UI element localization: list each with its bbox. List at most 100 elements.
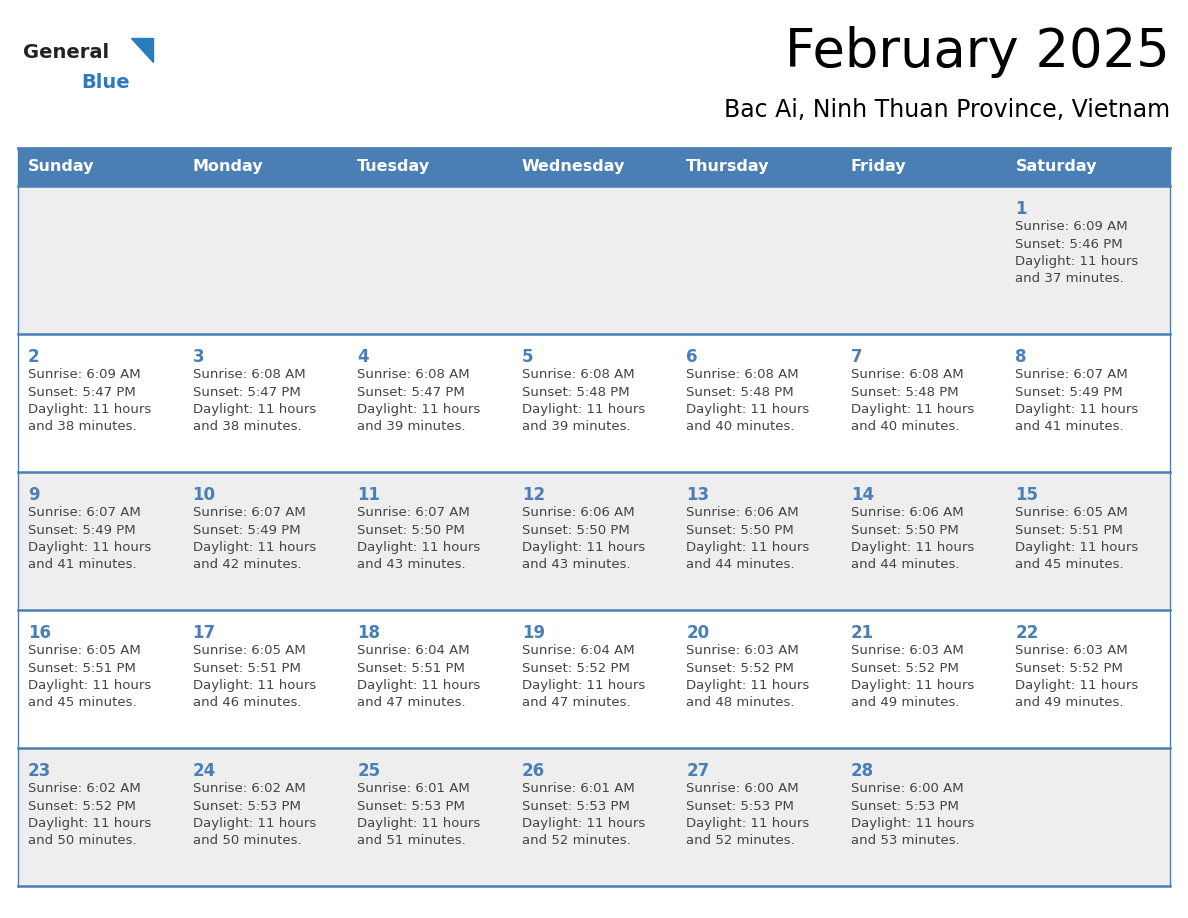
Text: Sunrise: 6:06 AM: Sunrise: 6:06 AM bbox=[522, 506, 634, 519]
Text: 11: 11 bbox=[358, 486, 380, 504]
Text: Sunset: 5:48 PM: Sunset: 5:48 PM bbox=[851, 386, 959, 398]
Text: 4: 4 bbox=[358, 348, 368, 366]
Text: Sunset: 5:52 PM: Sunset: 5:52 PM bbox=[29, 800, 135, 812]
Text: Sunset: 5:52 PM: Sunset: 5:52 PM bbox=[687, 662, 794, 675]
Text: 23: 23 bbox=[29, 762, 51, 780]
Text: 16: 16 bbox=[29, 624, 51, 642]
Bar bbox=[676, 148, 841, 186]
Text: Sunset: 5:47 PM: Sunset: 5:47 PM bbox=[29, 386, 135, 398]
Text: Sunrise: 6:09 AM: Sunrise: 6:09 AM bbox=[1016, 220, 1129, 233]
Text: 19: 19 bbox=[522, 624, 545, 642]
Text: Sunrise: 6:03 AM: Sunrise: 6:03 AM bbox=[1016, 644, 1129, 657]
Text: 28: 28 bbox=[851, 762, 874, 780]
Text: Sunrise: 6:07 AM: Sunrise: 6:07 AM bbox=[192, 506, 305, 519]
Text: and 50 minutes.: and 50 minutes. bbox=[192, 834, 302, 847]
Text: and 49 minutes.: and 49 minutes. bbox=[1016, 697, 1124, 710]
Text: Sunrise: 6:07 AM: Sunrise: 6:07 AM bbox=[1016, 368, 1129, 381]
Text: Sunrise: 6:05 AM: Sunrise: 6:05 AM bbox=[1016, 506, 1129, 519]
Text: Sunset: 5:53 PM: Sunset: 5:53 PM bbox=[358, 800, 465, 812]
Text: Sunrise: 6:04 AM: Sunrise: 6:04 AM bbox=[358, 644, 469, 657]
Text: Sunset: 5:51 PM: Sunset: 5:51 PM bbox=[192, 662, 301, 675]
Text: Daylight: 11 hours: Daylight: 11 hours bbox=[358, 679, 480, 692]
Text: Sunrise: 6:03 AM: Sunrise: 6:03 AM bbox=[687, 644, 800, 657]
Text: and 37 minutes.: and 37 minutes. bbox=[1016, 273, 1124, 285]
Text: and 38 minutes.: and 38 minutes. bbox=[192, 420, 302, 433]
Bar bbox=[841, 148, 1005, 186]
Text: 1: 1 bbox=[1016, 200, 1026, 218]
Text: Sunset: 5:49 PM: Sunset: 5:49 PM bbox=[1016, 386, 1123, 398]
Text: Daylight: 11 hours: Daylight: 11 hours bbox=[1016, 679, 1138, 692]
Bar bbox=[512, 148, 676, 186]
Text: 13: 13 bbox=[687, 486, 709, 504]
Text: Sunrise: 6:05 AM: Sunrise: 6:05 AM bbox=[192, 644, 305, 657]
Text: and 40 minutes.: and 40 minutes. bbox=[687, 420, 795, 433]
Text: Sunset: 5:52 PM: Sunset: 5:52 PM bbox=[851, 662, 959, 675]
Text: Daylight: 11 hours: Daylight: 11 hours bbox=[29, 817, 151, 830]
Text: 5: 5 bbox=[522, 348, 533, 366]
Text: Sunrise: 6:01 AM: Sunrise: 6:01 AM bbox=[358, 782, 470, 795]
Text: and 46 minutes.: and 46 minutes. bbox=[192, 697, 301, 710]
Text: Daylight: 11 hours: Daylight: 11 hours bbox=[687, 679, 809, 692]
Bar bbox=[18, 186, 1170, 334]
Text: Sunrise: 6:08 AM: Sunrise: 6:08 AM bbox=[192, 368, 305, 381]
Text: Blue: Blue bbox=[81, 73, 129, 92]
Text: 3: 3 bbox=[192, 348, 204, 366]
Text: Daylight: 11 hours: Daylight: 11 hours bbox=[1016, 255, 1138, 268]
Text: 9: 9 bbox=[29, 486, 39, 504]
Text: Daylight: 11 hours: Daylight: 11 hours bbox=[851, 817, 974, 830]
Text: and 47 minutes.: and 47 minutes. bbox=[522, 697, 631, 710]
Text: Sunrise: 6:08 AM: Sunrise: 6:08 AM bbox=[358, 368, 469, 381]
Text: Daylight: 11 hours: Daylight: 11 hours bbox=[192, 541, 316, 554]
Text: and 52 minutes.: and 52 minutes. bbox=[687, 834, 795, 847]
Text: and 41 minutes.: and 41 minutes. bbox=[29, 558, 137, 572]
Polygon shape bbox=[131, 38, 153, 62]
Text: Sunset: 5:47 PM: Sunset: 5:47 PM bbox=[358, 386, 465, 398]
Text: Daylight: 11 hours: Daylight: 11 hours bbox=[522, 817, 645, 830]
Text: and 47 minutes.: and 47 minutes. bbox=[358, 697, 466, 710]
Text: Sunset: 5:53 PM: Sunset: 5:53 PM bbox=[192, 800, 301, 812]
Text: and 49 minutes.: and 49 minutes. bbox=[851, 697, 960, 710]
Text: Daylight: 11 hours: Daylight: 11 hours bbox=[29, 403, 151, 416]
Bar bbox=[183, 148, 347, 186]
Text: Sunrise: 6:04 AM: Sunrise: 6:04 AM bbox=[522, 644, 634, 657]
Text: 8: 8 bbox=[1016, 348, 1026, 366]
Text: and 48 minutes.: and 48 minutes. bbox=[687, 697, 795, 710]
Text: and 50 minutes.: and 50 minutes. bbox=[29, 834, 137, 847]
Text: Sunrise: 6:07 AM: Sunrise: 6:07 AM bbox=[358, 506, 470, 519]
Text: 24: 24 bbox=[192, 762, 216, 780]
Bar bbox=[18, 472, 1170, 610]
Text: Sunrise: 6:02 AM: Sunrise: 6:02 AM bbox=[192, 782, 305, 795]
Bar bbox=[347, 148, 512, 186]
Text: Sunset: 5:51 PM: Sunset: 5:51 PM bbox=[29, 662, 135, 675]
Text: and 43 minutes.: and 43 minutes. bbox=[358, 558, 466, 572]
Text: 21: 21 bbox=[851, 624, 874, 642]
Bar bbox=[18, 148, 183, 186]
Text: Daylight: 11 hours: Daylight: 11 hours bbox=[358, 541, 480, 554]
Text: Sunset: 5:48 PM: Sunset: 5:48 PM bbox=[522, 386, 630, 398]
Text: 10: 10 bbox=[192, 486, 215, 504]
Text: Daylight: 11 hours: Daylight: 11 hours bbox=[192, 817, 316, 830]
Text: Sunrise: 6:08 AM: Sunrise: 6:08 AM bbox=[687, 368, 798, 381]
Text: and 45 minutes.: and 45 minutes. bbox=[29, 697, 137, 710]
Text: 15: 15 bbox=[1016, 486, 1038, 504]
Text: Daylight: 11 hours: Daylight: 11 hours bbox=[687, 541, 809, 554]
Text: 22: 22 bbox=[1016, 624, 1038, 642]
Text: Sunset: 5:51 PM: Sunset: 5:51 PM bbox=[1016, 523, 1124, 536]
Text: 6: 6 bbox=[687, 348, 697, 366]
Text: Wednesday: Wednesday bbox=[522, 160, 625, 174]
Text: February 2025: February 2025 bbox=[785, 26, 1170, 78]
Text: Sunset: 5:49 PM: Sunset: 5:49 PM bbox=[29, 523, 135, 536]
Text: and 53 minutes.: and 53 minutes. bbox=[851, 834, 960, 847]
Text: Sunrise: 6:08 AM: Sunrise: 6:08 AM bbox=[851, 368, 963, 381]
Text: Sunrise: 6:06 AM: Sunrise: 6:06 AM bbox=[687, 506, 798, 519]
Text: 26: 26 bbox=[522, 762, 545, 780]
Text: Sunrise: 6:05 AM: Sunrise: 6:05 AM bbox=[29, 644, 140, 657]
Text: Sunrise: 6:06 AM: Sunrise: 6:06 AM bbox=[851, 506, 963, 519]
Text: Sunrise: 6:08 AM: Sunrise: 6:08 AM bbox=[522, 368, 634, 381]
Text: Daylight: 11 hours: Daylight: 11 hours bbox=[687, 403, 809, 416]
Text: Friday: Friday bbox=[851, 160, 906, 174]
Text: Sunset: 5:53 PM: Sunset: 5:53 PM bbox=[687, 800, 794, 812]
Text: Sunrise: 6:09 AM: Sunrise: 6:09 AM bbox=[29, 368, 140, 381]
Text: Daylight: 11 hours: Daylight: 11 hours bbox=[522, 403, 645, 416]
Text: 2: 2 bbox=[29, 348, 39, 366]
